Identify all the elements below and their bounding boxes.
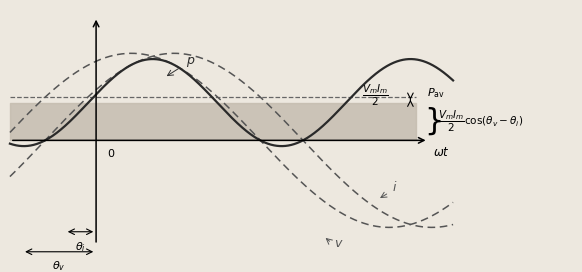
Text: $\dfrac{V_m I_m}{2}\cos(\theta_v - \theta_i)$: $\dfrac{V_m I_m}{2}\cos(\theta_v - \thet…: [438, 109, 523, 134]
Text: $\theta_i$: $\theta_i$: [75, 240, 86, 254]
Text: 0: 0: [107, 149, 113, 159]
Text: $P_{\rm av}$: $P_{\rm av}$: [427, 86, 445, 100]
Text: $p$: $p$: [186, 55, 196, 69]
Text: $\theta_v$: $\theta_v$: [52, 259, 66, 272]
Text: $\}$: $\}$: [424, 106, 441, 137]
Text: $v$: $v$: [334, 237, 343, 249]
Text: $i$: $i$: [392, 180, 397, 194]
Text: $\dfrac{V_m I_m}{2}$: $\dfrac{V_m I_m}{2}$: [361, 83, 389, 108]
Text: $\omega t$: $\omega t$: [432, 146, 449, 159]
